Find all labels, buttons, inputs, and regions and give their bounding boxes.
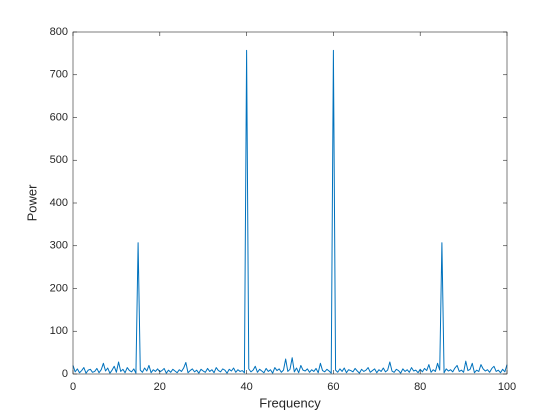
y-tick-label: 500 [50,154,68,166]
axes-box [72,31,508,375]
y-tick-label: 200 [50,282,68,294]
x-tick-label: 80 [414,381,426,393]
y-tick-label: 100 [50,325,68,337]
x-tick-label: 20 [154,381,166,393]
y-tick-label: 300 [50,240,68,252]
data-line [72,49,508,374]
y-axis-label: Power [24,184,39,222]
x-tick-label: 0 [70,381,76,393]
x-tick-label: 100 [498,381,516,393]
y-tick-label: 800 [50,26,68,38]
x-tick-label: 40 [240,381,252,393]
y-tick-label: 600 [50,111,68,123]
y-tick-label: 0 [62,368,68,380]
x-tick-label: 60 [327,381,339,393]
y-tick-label: 400 [50,197,68,209]
y-tick-label: 700 [50,69,68,81]
x-axis-label: Frequency [259,395,321,410]
